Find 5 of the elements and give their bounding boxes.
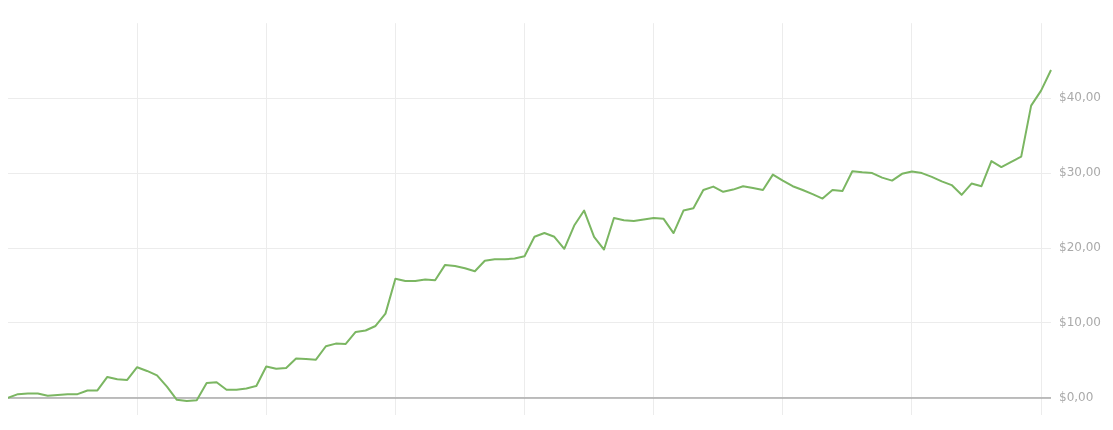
y-tick-label: $20,00	[1059, 240, 1102, 255]
y-tick-label: $10,00	[1059, 315, 1102, 330]
y-tick-label: $30,00	[1059, 165, 1102, 180]
y-tick-label: $0,00	[1059, 390, 1094, 405]
y-tick-label: $40,00	[1059, 90, 1102, 105]
